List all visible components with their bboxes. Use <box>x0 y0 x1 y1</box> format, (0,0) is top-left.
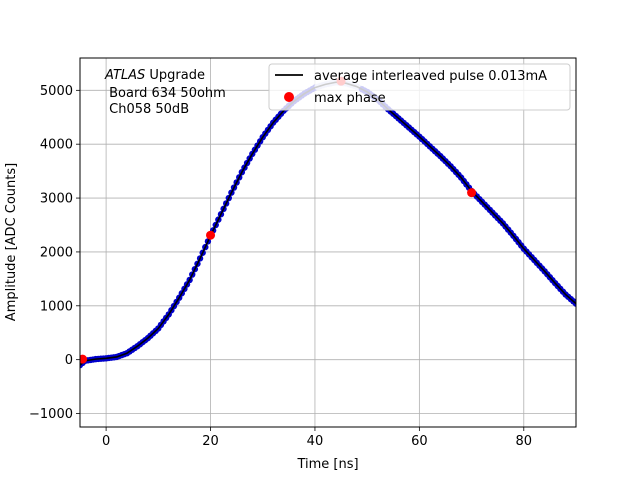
max-phase-point <box>467 188 477 198</box>
annotation-atlas: ATLAS <box>104 68 145 83</box>
x-tick-label: 60 <box>411 434 428 449</box>
axis-ticks: 0 20 40 60 80 −1000 0 1000 2000 3000 4000 5000 <box>29 84 532 449</box>
y-tick-label: 5000 <box>40 84 73 99</box>
y-tick-label: 0 <box>65 353 73 368</box>
legend-label-line: average interleaved pulse 0.013mA <box>314 69 547 84</box>
annotation-upgrade: Upgrade <box>145 68 205 83</box>
legend-marker-max-phase <box>284 92 294 102</box>
legend-label-max-phase: max phase <box>314 91 386 106</box>
x-axis-title: Time [ns] <box>296 457 358 472</box>
max-phase-point <box>80 354 88 364</box>
x-tick-label: 40 <box>307 434 324 449</box>
annotation-line-1: ATLAS Upgrade <box>104 68 205 83</box>
annotation-line-2: Board 634 50ohm <box>105 86 226 101</box>
max-phase-point <box>206 230 216 240</box>
y-tick-label: 4000 <box>40 138 73 153</box>
y-tick-label: 3000 <box>40 192 73 207</box>
y-tick-label: 2000 <box>40 245 73 260</box>
x-tick-label: 80 <box>516 434 533 449</box>
legend-box <box>268 63 571 111</box>
annotation-line-3: Ch058 50dB <box>105 102 189 117</box>
x-tick-label: 0 <box>102 434 110 449</box>
legend: average interleaved pulse 0.013mA max ph… <box>268 63 571 111</box>
atlas-annotation: ATLAS Upgrade Board 634 50ohm Ch058 50dB <box>104 68 226 117</box>
y-tick-label: −1000 <box>29 407 73 422</box>
y-tick-label: 1000 <box>40 299 73 314</box>
x-tick-label: 20 <box>202 434 219 449</box>
plot-frame <box>79 57 577 428</box>
y-axis-title: Amplitude [ADC Counts] <box>4 163 19 321</box>
